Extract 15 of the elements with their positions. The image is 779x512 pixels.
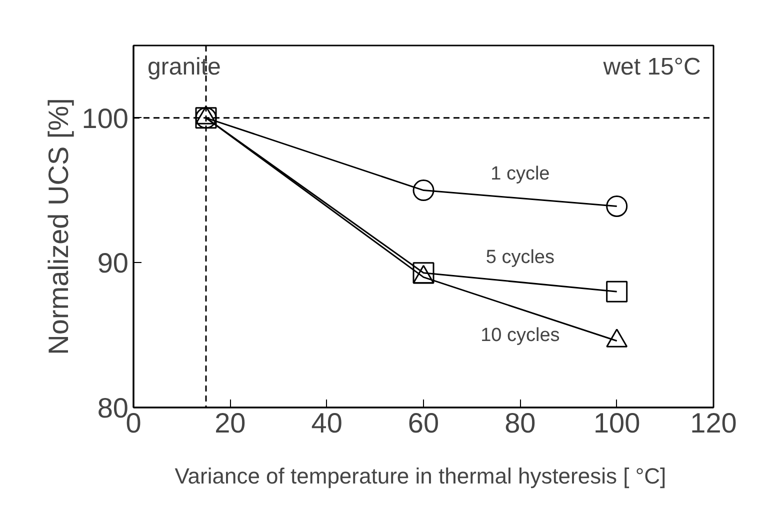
x-axis-title: Variance of temperature in thermal hysteresis [ °C] — [174, 464, 666, 488]
x-tick-label: 40 — [311, 408, 342, 438]
y-tick-label: 90 — [97, 248, 129, 279]
annotation: granite — [148, 54, 221, 80]
series-label: 5 cycles — [486, 247, 554, 268]
annotation: wet 15°C — [602, 54, 701, 80]
x-tick-label: 20 — [214, 408, 246, 438]
x-tick-label: 120 — [690, 408, 737, 438]
series-label: 1 cycle — [490, 163, 550, 184]
x-tick-label: 80 — [504, 408, 536, 438]
x-tick-label: 100 — [593, 408, 640, 438]
y-tick-label: 100 — [82, 102, 128, 134]
series-label: 10 cycles — [480, 325, 560, 346]
y-axis-title: Normalized UCS [%] — [42, 98, 74, 355]
x-tick-label: 60 — [408, 408, 440, 438]
